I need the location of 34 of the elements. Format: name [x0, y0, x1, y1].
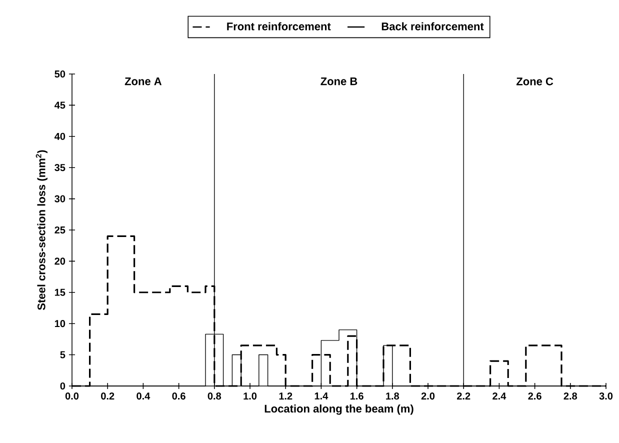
- y-tick-label: 20: [54, 258, 66, 265]
- x-tick-label: 2.8: [564, 392, 578, 400]
- x-tick-label: 1.8: [386, 392, 400, 400]
- legend-label: Front reinforcement: [227, 22, 331, 30]
- y-tick-label: 5: [60, 351, 66, 358]
- annotation: Zone A: [124, 78, 162, 86]
- x-tick-label: 2.6: [528, 392, 542, 400]
- x-tick-label: 3.0: [599, 392, 613, 400]
- x-tick-label: 0.6: [172, 392, 186, 400]
- x-tick-label: 1.6: [350, 392, 364, 400]
- y-tick-label: 45: [54, 102, 66, 109]
- y-tick-label: 30: [54, 195, 66, 202]
- x-tick-label: 0.0: [65, 392, 79, 400]
- y-tick-label: 10: [54, 320, 66, 328]
- x-tick-label: 0.4: [136, 392, 150, 400]
- y-tick-label: 0: [60, 382, 66, 390]
- legend-label: Back reinforcement: [382, 22, 484, 30]
- y-tick-label: 15: [54, 288, 66, 296]
- y-tick-label: 50: [54, 70, 66, 78]
- x-tick-label: 0.8: [208, 392, 222, 400]
- y-tick-label: 35: [54, 164, 66, 172]
- x-tick-label: 0.2: [101, 392, 114, 400]
- annotation: Zone C: [516, 78, 554, 86]
- x-tick-label: 1.4: [314, 392, 328, 400]
- x-tick-label: 1.2: [279, 392, 292, 400]
- x-tick-label: 2.0: [421, 392, 435, 400]
- x-tick-label: 2.2: [456, 392, 470, 400]
- x-axis-title: Location along the beam (m): [264, 404, 414, 415]
- y-tick-label: 40: [54, 132, 66, 140]
- y-tick-label: 25: [54, 226, 66, 234]
- x-tick-label: 1.0: [244, 392, 257, 400]
- y-axis-title: Steel cross-section loss (mm$^{2}$): [36, 150, 48, 310]
- x-tick-label: 2.4: [492, 392, 506, 400]
- annotation: Zone B: [320, 78, 358, 86]
